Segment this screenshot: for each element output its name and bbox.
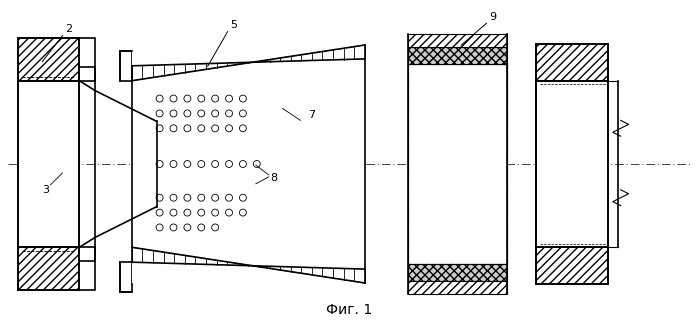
Bar (120, 262, 132, 292)
Bar (18, 81, 80, 247)
Bar (80, 247, 95, 290)
Text: 5: 5 (230, 20, 237, 30)
Polygon shape (132, 247, 365, 283)
Bar (18, 247, 80, 290)
Bar (408, 34, 507, 47)
Text: 3: 3 (43, 185, 50, 195)
Text: 8: 8 (271, 173, 278, 183)
Bar (408, 264, 507, 281)
Text: Фиг. 1: Фиг. 1 (326, 303, 372, 317)
Text: 9: 9 (489, 12, 496, 22)
Polygon shape (132, 45, 365, 81)
Bar (18, 38, 80, 81)
Text: 2: 2 (66, 24, 73, 34)
Bar (132, 247, 365, 283)
Text: 7: 7 (309, 111, 315, 120)
Bar (408, 47, 507, 64)
Bar (80, 38, 95, 81)
Bar (132, 45, 365, 81)
Polygon shape (132, 45, 365, 283)
Bar (536, 44, 608, 81)
Bar (408, 64, 507, 264)
Bar (120, 51, 132, 81)
Bar (408, 64, 507, 264)
Bar (536, 247, 608, 284)
Bar (536, 81, 608, 247)
Bar (408, 281, 507, 294)
